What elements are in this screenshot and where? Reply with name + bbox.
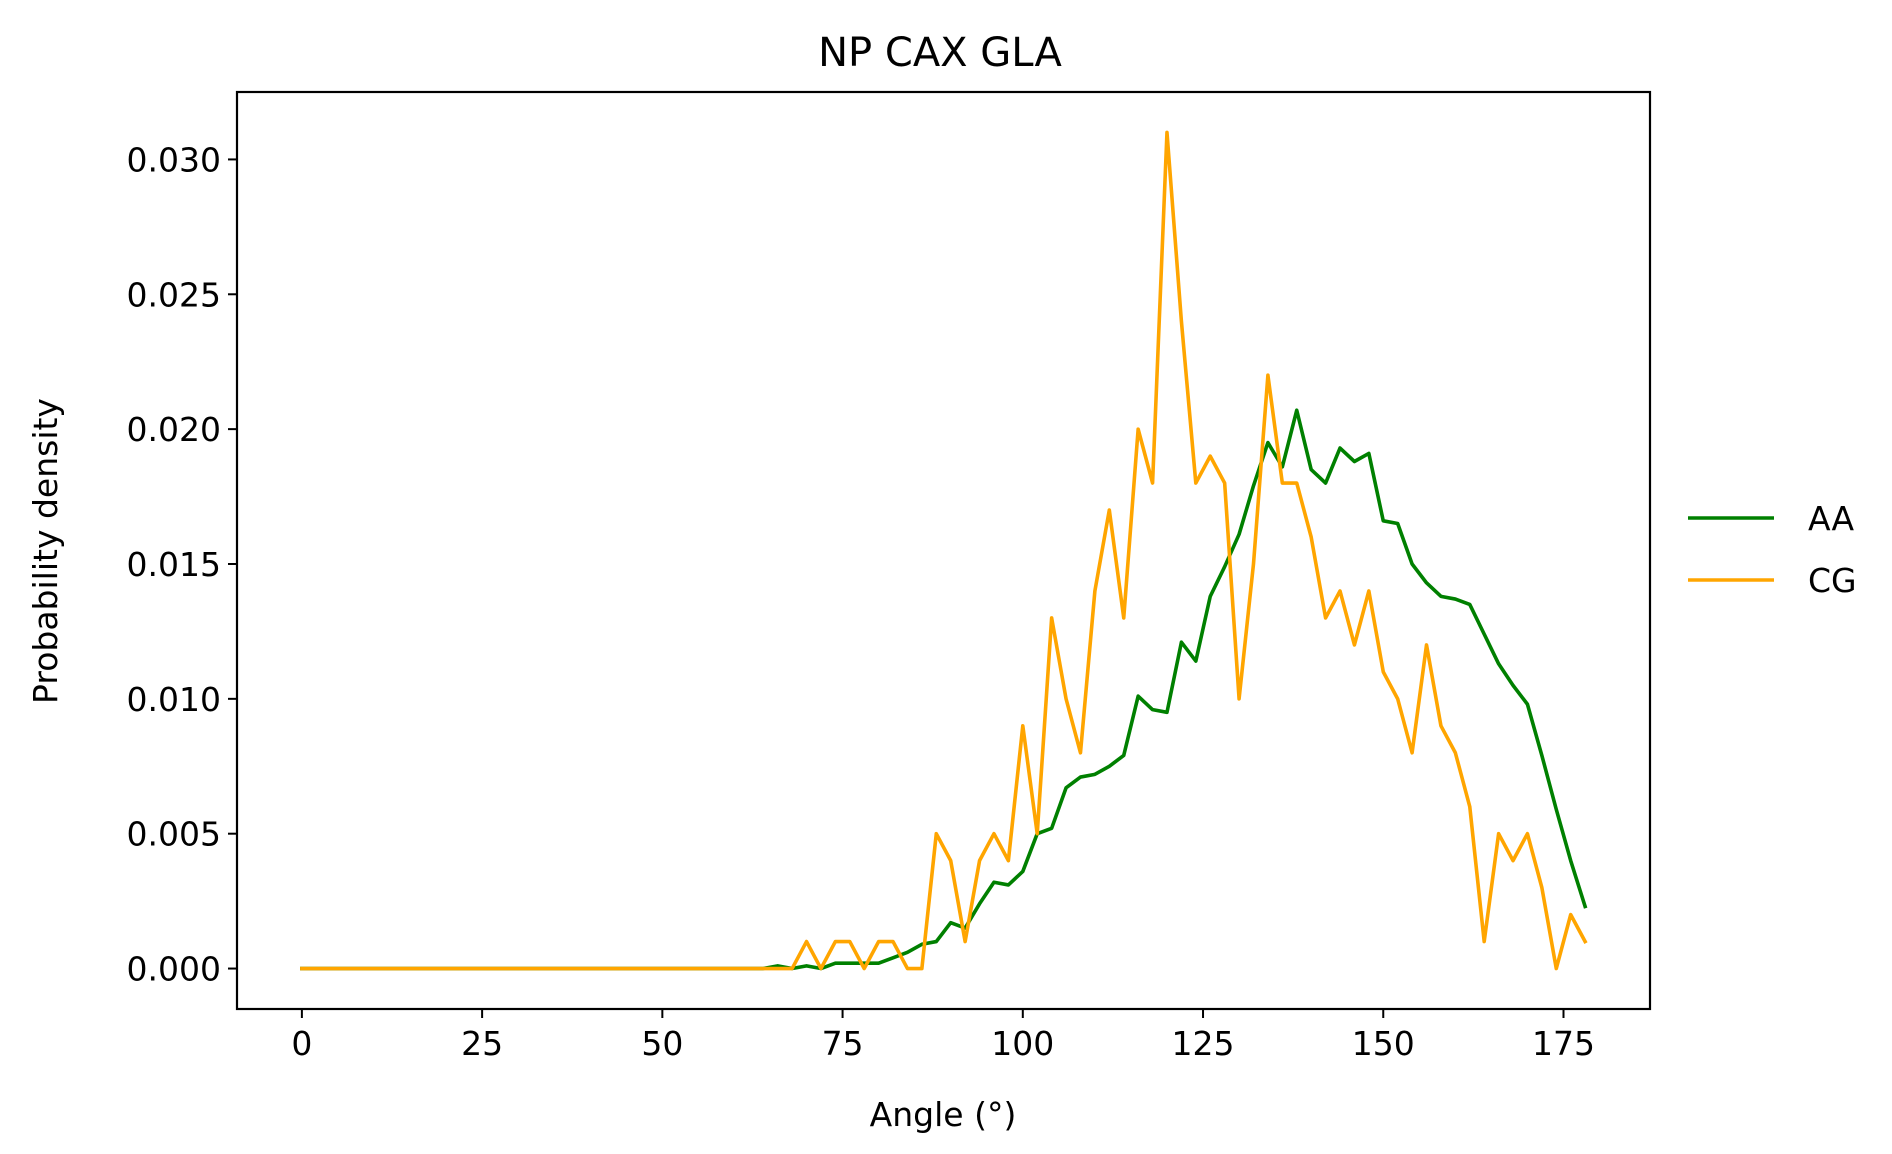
x-tick-label: 50 [641, 1024, 683, 1063]
y-tick-label: 0.005 [127, 815, 221, 854]
x-tick-label: 25 [461, 1024, 503, 1063]
y-axis-title: Probability density [26, 398, 65, 704]
y-tick-label: 0.015 [127, 545, 221, 584]
x-tick-label: 175 [1532, 1024, 1595, 1063]
y-tick-label: 0.020 [127, 410, 221, 449]
x-tick-label: 125 [1172, 1024, 1235, 1063]
y-tick-label: 0.000 [127, 950, 221, 989]
y-tick-label: 0.025 [127, 275, 221, 314]
x-tick-label: 150 [1352, 1024, 1415, 1063]
y-tick-label: 0.030 [127, 140, 221, 179]
series-line-cg [300, 130, 1588, 971]
y-axis: 0.000 0.005 0.010 0.015 0.020 0.025 0.030 [127, 140, 237, 989]
y-tick-label: 0.010 [127, 680, 221, 719]
plot-area [300, 130, 1588, 971]
legend-label-cg: CG [1808, 561, 1857, 600]
x-tick-label: 75 [822, 1024, 864, 1063]
x-tick-label: 100 [991, 1024, 1054, 1063]
x-axis: 0 25 50 75 100 125 150 175 [291, 1009, 1595, 1063]
x-axis-title: Angle (°) [870, 1095, 1017, 1134]
chart-title: NP CAX GLA [818, 30, 1062, 76]
x-tick-label: 0 [291, 1024, 312, 1063]
legend-label-aa: AA [1808, 499, 1854, 538]
legend: AA CG [1688, 499, 1857, 600]
plot-frame [235, 90, 1652, 1011]
